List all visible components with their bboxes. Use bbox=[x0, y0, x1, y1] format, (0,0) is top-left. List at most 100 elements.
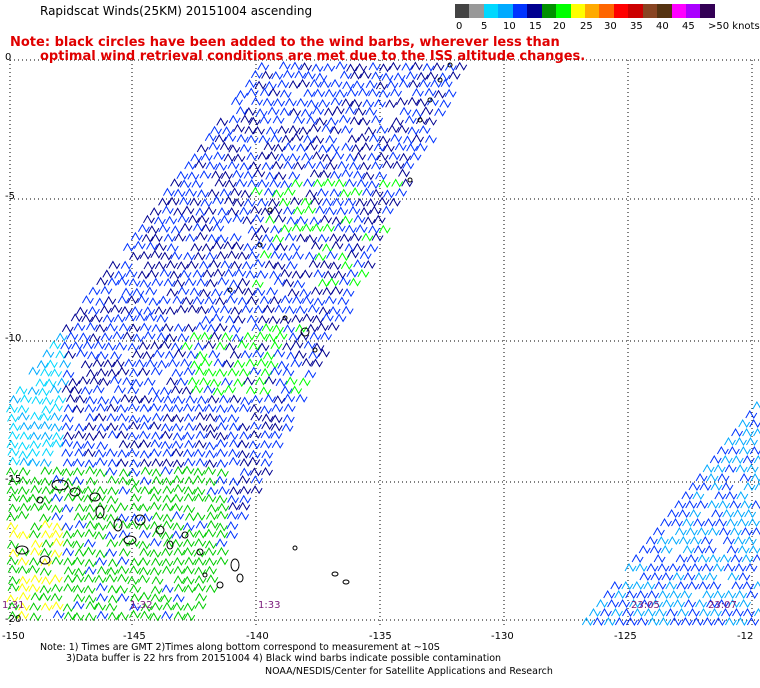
wind-barb bbox=[751, 526, 760, 536]
wind-barb bbox=[49, 384, 62, 394]
wind-barb bbox=[302, 295, 314, 305]
wind-barb bbox=[195, 231, 208, 241]
wind-barb bbox=[398, 79, 411, 89]
island bbox=[181, 531, 189, 539]
wind-barb bbox=[261, 233, 274, 243]
wind-barb bbox=[295, 323, 308, 333]
wind-barb bbox=[249, 429, 262, 439]
lon-label: -130 bbox=[491, 631, 514, 642]
wind-barb bbox=[28, 583, 41, 593]
wind-barb bbox=[200, 331, 213, 341]
wind-barb bbox=[322, 153, 335, 163]
wind-barb bbox=[7, 447, 20, 457]
wind-barb bbox=[329, 261, 342, 271]
island bbox=[267, 207, 273, 213]
wind-barb bbox=[344, 197, 357, 207]
wind-barb bbox=[338, 114, 351, 124]
wind-barb bbox=[662, 598, 675, 608]
wind-barb bbox=[311, 63, 324, 73]
wind-barb bbox=[727, 445, 740, 455]
wind-barb bbox=[117, 412, 130, 422]
wind-barb bbox=[211, 288, 223, 298]
wind-barb bbox=[665, 580, 678, 590]
wind-barb bbox=[643, 580, 656, 590]
wind-barb bbox=[83, 585, 96, 595]
wind-barb bbox=[41, 396, 54, 406]
wind-barb bbox=[255, 376, 267, 386]
wind-barb bbox=[30, 476, 43, 486]
wind-barb bbox=[221, 331, 233, 341]
wind-barb bbox=[194, 600, 207, 610]
wind-barb bbox=[182, 205, 195, 215]
wind-barb bbox=[186, 350, 199, 360]
wind-barb bbox=[721, 607, 733, 617]
wind-barb bbox=[350, 187, 363, 197]
wind-barb bbox=[363, 216, 376, 226]
wind-barb bbox=[176, 377, 189, 387]
wind-barb bbox=[274, 171, 287, 181]
wind-barb bbox=[8, 456, 21, 466]
wind-barb bbox=[396, 96, 408, 106]
colorbar-swatch bbox=[642, 4, 658, 18]
wind-barb bbox=[138, 341, 151, 351]
wind-barb bbox=[153, 216, 166, 226]
wind-barb bbox=[737, 517, 749, 527]
wind-barb bbox=[702, 463, 715, 473]
wind-barb bbox=[41, 447, 54, 457]
wind-barb bbox=[75, 306, 88, 316]
wind-barb bbox=[262, 351, 275, 361]
wind-barb bbox=[83, 494, 96, 504]
lon-label: -135 bbox=[369, 631, 392, 642]
wind-barb bbox=[113, 313, 126, 323]
wind-barb bbox=[85, 412, 98, 422]
wind-barb bbox=[179, 269, 192, 279]
wind-barb bbox=[97, 565, 109, 575]
wind-barb bbox=[194, 366, 207, 376]
wind-barb bbox=[303, 88, 316, 98]
wind-barb bbox=[273, 276, 286, 286]
wind-barb bbox=[364, 126, 377, 136]
wind-barb bbox=[73, 593, 86, 603]
wind-barb bbox=[62, 603, 75, 613]
wind-barb bbox=[122, 376, 135, 386]
wind-barb bbox=[724, 616, 737, 626]
wind-barb bbox=[304, 251, 317, 261]
wind-barb bbox=[268, 87, 281, 97]
wind-barb bbox=[61, 503, 74, 513]
wind-barb bbox=[7, 476, 20, 486]
wind-barb bbox=[19, 421, 32, 431]
wind-barb bbox=[283, 186, 296, 196]
wind-barb bbox=[272, 234, 284, 244]
wind-barb bbox=[93, 340, 106, 350]
wind-barb bbox=[245, 358, 258, 368]
wind-barb bbox=[349, 116, 362, 126]
wind-barb bbox=[693, 517, 705, 527]
wind-barb bbox=[359, 70, 372, 80]
wind-barb bbox=[72, 458, 85, 468]
wind-barb bbox=[335, 89, 348, 99]
wind-barb bbox=[205, 423, 218, 433]
wind-barb bbox=[194, 538, 207, 548]
wind-barb bbox=[128, 520, 140, 530]
colorbar-swatch bbox=[599, 4, 614, 18]
wind-barb bbox=[312, 151, 324, 161]
wind-barb bbox=[7, 582, 20, 592]
wind-barb bbox=[215, 368, 228, 378]
wind-barb bbox=[172, 474, 185, 484]
wind-barb bbox=[277, 125, 290, 135]
wind-barb bbox=[695, 598, 708, 608]
wind-barb bbox=[249, 161, 262, 171]
wind-barb bbox=[326, 116, 339, 126]
wind-barb bbox=[331, 216, 344, 226]
wind-barb bbox=[250, 485, 263, 495]
wind-barbs bbox=[6, 60, 760, 626]
wind-barb bbox=[373, 142, 386, 152]
wind-barb bbox=[284, 97, 297, 107]
wind-barb bbox=[249, 467, 262, 477]
wind-barb bbox=[143, 306, 156, 316]
wind-barb bbox=[6, 404, 18, 414]
wind-barb bbox=[368, 224, 381, 234]
wind-barb bbox=[216, 431, 228, 441]
wind-barb bbox=[734, 562, 747, 572]
wind-barb bbox=[625, 589, 638, 599]
